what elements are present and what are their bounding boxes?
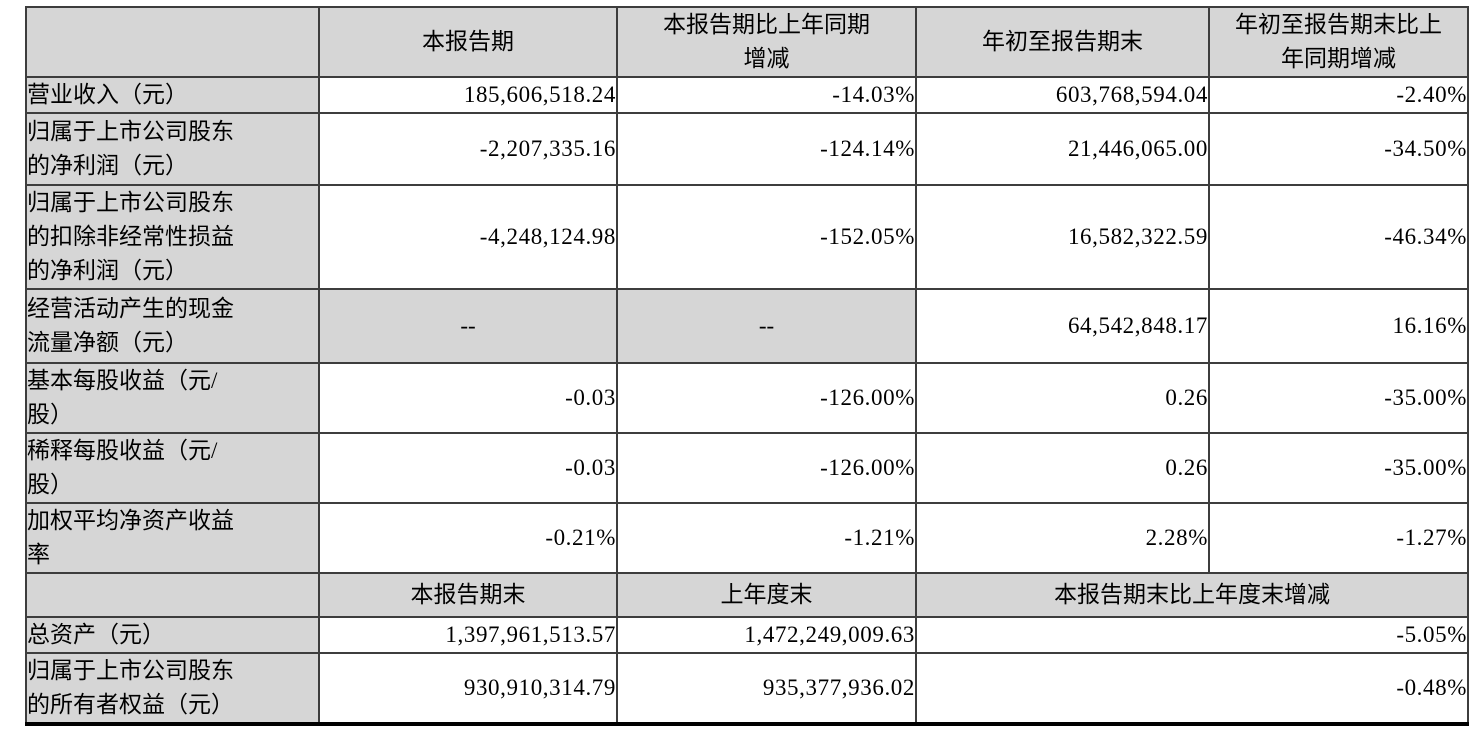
header-ytd-yoy-change: 年初至报告期末比上 年同期增减: [1208, 6, 1469, 78]
table-row-diluted-eps: 稀释每股收益（元/ 股） -0.03 -126.00% 0.26 -35.00%: [25, 432, 1469, 504]
header-current-period: 本报告期: [318, 6, 618, 78]
value-prev-year-end: 1,472,249,009.63: [616, 616, 917, 654]
metric-label: 稀释每股收益（元/ 股）: [25, 432, 320, 504]
metric-label: 基本每股收益（元/ 股）: [25, 362, 320, 434]
metric-label: 加权平均净资产收益 率: [25, 502, 320, 574]
metric-label: 归属于上市公司股东 的净利润（元）: [25, 112, 320, 186]
value-current-yoy-change: -126.00%: [616, 362, 917, 434]
header-current-period-end: 本报告期末: [318, 572, 618, 618]
value-ytd-yoy-change: -35.00%: [1208, 362, 1469, 434]
header-ytd: 年初至报告期末: [915, 6, 1210, 78]
header-blank-cell: [25, 572, 320, 618]
metric-label: 经营活动产生的现金 流量净额（元）: [25, 288, 320, 364]
value-ytd: 16,582,322.59: [915, 184, 1210, 290]
metric-label: 归属于上市公司股东 的所有者权益（元）: [25, 652, 320, 726]
value-current-period: -4,248,124.98: [318, 184, 618, 290]
value-current-period-end: 930,910,314.79: [318, 652, 618, 726]
value-current-yoy-change-na: --: [616, 288, 917, 364]
metric-label: 总资产（元）: [25, 616, 320, 654]
value-ytd-yoy-change: -46.34%: [1208, 184, 1469, 290]
table-row-operating-cash-flow: 经营活动产生的现金 流量净额（元） -- -- 64,542,848.17 16…: [25, 288, 1469, 364]
metric-label: 营业收入（元）: [25, 76, 320, 114]
value-end-change: -5.05%: [915, 616, 1469, 654]
value-current-yoy-change: -124.14%: [616, 112, 917, 186]
value-ytd: 603,768,594.04: [915, 76, 1210, 114]
table-row-deducted-net-profit: 归属于上市公司股东 的扣除非经常性损益 的净利润（元） -4,248,124.9…: [25, 184, 1469, 290]
value-ytd: 21,446,065.00: [915, 112, 1210, 186]
value-current-period: 185,606,518.24: [318, 76, 618, 114]
table-row-owners-equity: 归属于上市公司股东 的所有者权益（元） 930,910,314.79 935,3…: [25, 652, 1469, 726]
table-row-weighted-avg-roe: 加权平均净资产收益 率 -0.21% -1.21% 2.28% -1.27%: [25, 502, 1469, 574]
value-ytd-yoy-change: 16.16%: [1208, 288, 1469, 364]
table-row-revenue: 营业收入（元） 185,606,518.24 -14.03% 603,768,5…: [25, 76, 1469, 114]
value-end-change: -0.48%: [915, 652, 1469, 726]
financial-summary-table: 本报告期 本报告期比上年同期 增减 年初至报告期末 年初至报告期末比上 年同期增…: [25, 6, 1469, 726]
value-ytd: 0.26: [915, 362, 1210, 434]
value-ytd-yoy-change: -2.40%: [1208, 76, 1469, 114]
table-row-net-profit: 归属于上市公司股东 的净利润（元） -2,207,335.16 -124.14%…: [25, 112, 1469, 186]
value-current-period: -0.03: [318, 362, 618, 434]
value-current-yoy-change: -14.03%: [616, 76, 917, 114]
header-prev-year-end: 上年度末: [616, 572, 917, 618]
table-row-total-assets: 总资产（元） 1,397,961,513.57 1,472,249,009.63…: [25, 616, 1469, 654]
value-current-period-end: 1,397,961,513.57: [318, 616, 618, 654]
table-row-basic-eps: 基本每股收益（元/ 股） -0.03 -126.00% 0.26 -35.00%: [25, 362, 1469, 434]
period-end-header-row: 本报告期末 上年度末 本报告期末比上年度末增减: [25, 572, 1469, 618]
value-current-period: -2,207,335.16: [318, 112, 618, 186]
value-current-yoy-change: -1.21%: [616, 502, 917, 574]
header-end-vs-prev-year-change: 本报告期末比上年度末增减: [915, 572, 1469, 618]
value-prev-year-end: 935,377,936.02: [616, 652, 917, 726]
value-ytd: 2.28%: [915, 502, 1210, 574]
value-current-period: -0.03: [318, 432, 618, 504]
value-current-yoy-change: -152.05%: [616, 184, 917, 290]
metric-label: 归属于上市公司股东 的扣除非经常性损益 的净利润（元）: [25, 184, 320, 290]
value-ytd: 64,542,848.17: [915, 288, 1210, 364]
header-blank-cell: [25, 6, 320, 78]
value-current-yoy-change: -126.00%: [616, 432, 917, 504]
period-header-row: 本报告期 本报告期比上年同期 增减 年初至报告期末 年初至报告期末比上 年同期增…: [25, 6, 1469, 78]
header-current-period-yoy-change: 本报告期比上年同期 增减: [616, 6, 917, 78]
value-current-period: -0.21%: [318, 502, 618, 574]
value-ytd-yoy-change: -1.27%: [1208, 502, 1469, 574]
value-ytd: 0.26: [915, 432, 1210, 504]
value-current-period-na: --: [318, 288, 618, 364]
value-ytd-yoy-change: -35.00%: [1208, 432, 1469, 504]
value-ytd-yoy-change: -34.50%: [1208, 112, 1469, 186]
